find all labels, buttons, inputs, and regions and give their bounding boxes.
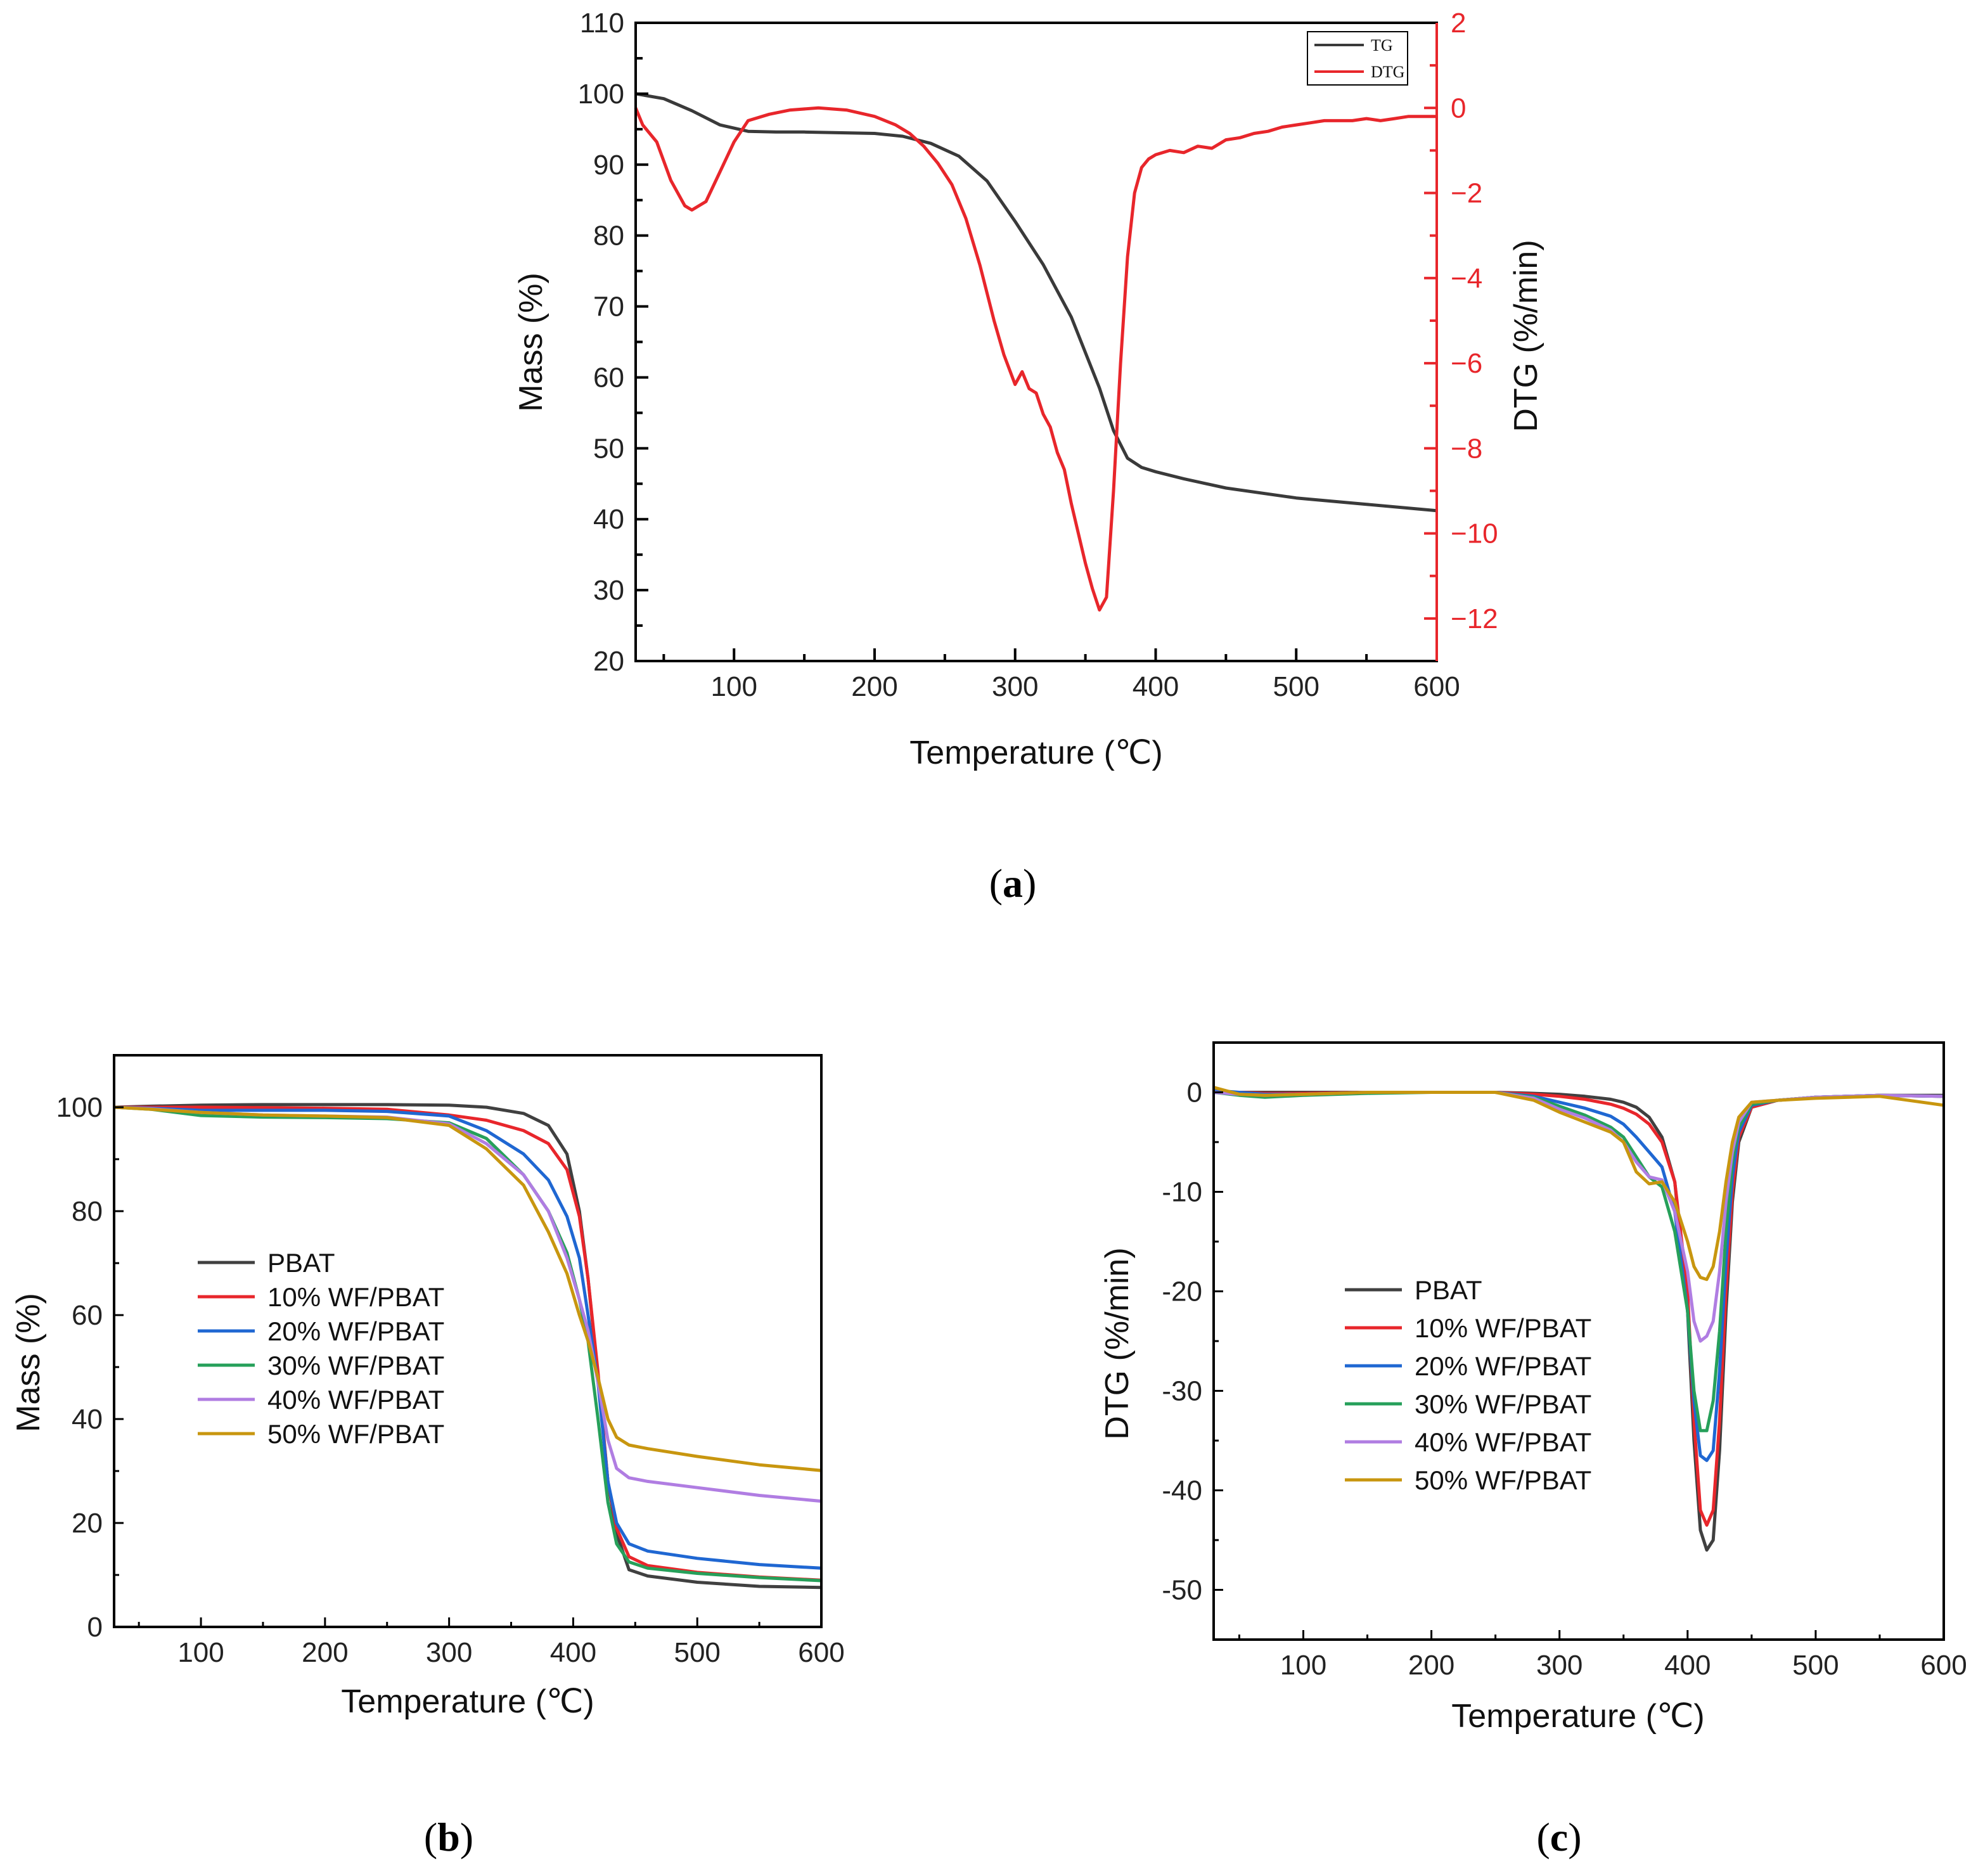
panel-b-x-tick-label: 200 — [302, 1637, 348, 1668]
panel-c-y-tick-label: -30 — [1162, 1376, 1202, 1407]
panel-a-y-tick-label: 20 — [593, 646, 624, 677]
panel-a-y-tick-label: 100 — [578, 79, 624, 110]
panel-c-series-line-40-wf-pbat — [1213, 1091, 1944, 1343]
panel-a-legend-label-dtg: DTG — [1371, 63, 1404, 81]
panel-a-y2-tick-label: −12 — [1451, 603, 1498, 634]
panel-c-y-axis-title: DTG (%/min) — [1099, 1247, 1136, 1439]
panel-a-legend: TG DTG — [1307, 31, 1408, 86]
panel-b-legend-label: 50% WF/PBAT — [267, 1419, 444, 1449]
chart-panel-c: 100 200 300 400 500 600 0 -10 -20 -30 -40 -50 Tempe… — [1099, 1041, 1967, 1860]
panel-c-y-tick-label: 0 — [1187, 1077, 1202, 1108]
panel-c-legend-label: 30% WF/PBAT — [1415, 1389, 1591, 1419]
panel-b-series-line-20-wf-pbat — [113, 1105, 822, 1570]
panel-b-legend-label: 40% WF/PBAT — [267, 1385, 444, 1415]
panel-b-series-lines — [113, 1103, 822, 1590]
panel-b-y-tick-label: 0 — [87, 1612, 103, 1643]
panel-b-x-tick-label: 100 — [177, 1637, 224, 1668]
panel-c-x-tick-label: 600 — [1920, 1650, 1967, 1681]
panel-a-y2-tick-label: 0 — [1451, 93, 1466, 124]
panel-c-x-axis-title: Temperature (℃) — [1451, 1698, 1704, 1735]
panel-a-legend-box — [1307, 31, 1408, 86]
panel-a-y-tick-label: 80 — [593, 221, 624, 252]
panel-a-x-tick-label: 300 — [992, 671, 1038, 702]
panel-a-series-lines — [634, 92, 1437, 612]
panel-b-y-tick-label: 100 — [56, 1092, 103, 1123]
panel-b-legend-label: 20% WF/PBAT — [267, 1316, 444, 1346]
panel-b-legend: PBAT 10% WF/PBAT 20% WF/PBAT 30% WF/PBAT 40%… — [198, 1248, 444, 1449]
panel-b-legend-label: 10% WF/PBAT — [267, 1282, 444, 1312]
panel-b-label: (b) — [424, 1815, 473, 1860]
panel-b-x-tick-label: 600 — [798, 1637, 844, 1668]
panel-a-y-tick-label: 60 — [593, 362, 624, 393]
panel-c-legend: PBAT 10% WF/PBAT 20% WF/PBAT 30% WF/PBAT 40%… — [1345, 1275, 1591, 1495]
panel-c-legend-label: 10% WF/PBAT — [1415, 1313, 1591, 1343]
panel-b-series-line-50-wf-pbat — [113, 1105, 822, 1472]
panel-b-x-axis-title: Temperature (℃) — [341, 1683, 594, 1720]
panel-c-y-tick-label: -20 — [1162, 1276, 1202, 1307]
panel-b-y-axis-title: Mass (%) — [10, 1293, 47, 1432]
panel-b-y-tick-label: 80 — [72, 1196, 103, 1227]
panel-a-y-tick-label: 90 — [593, 150, 624, 181]
panel-b-x-tick-label: 300 — [426, 1637, 472, 1668]
panel-a-y2-tick-label: 2 — [1451, 8, 1466, 39]
panel-b-legend-label: PBAT — [267, 1248, 335, 1278]
panel-c-x-tick-label: 100 — [1280, 1650, 1326, 1681]
panel-c-y-tick-label: -50 — [1162, 1575, 1202, 1606]
panel-a-x-axis-title: Temperature (℃) — [909, 735, 1162, 771]
panel-b-x-tick-label: 500 — [674, 1637, 720, 1668]
panel-b-x-tick-label: 400 — [550, 1637, 596, 1668]
panel-c-series-line-50-wf-pbat — [1213, 1086, 1944, 1282]
panel-a-ticks: 100 200 300 400 500 6002030405060708090100110… — [578, 8, 1498, 702]
panel-c-y-tick-label: -10 — [1162, 1177, 1202, 1208]
chart-panel-b: 100 200 300 400 500 600 0 20 40 60 80 100 Temperatu… — [10, 1054, 845, 1860]
panel-b-legend-label: 30% WF/PBAT — [267, 1351, 444, 1380]
panel-b-series-line-40-wf-pbat — [113, 1105, 822, 1503]
panel-a-y-axis-title: Mass (%) — [513, 273, 549, 412]
panel-a-x-tick-label: 400 — [1133, 671, 1179, 702]
panel-a-y2-tick-label: −10 — [1451, 518, 1498, 549]
panel-a-label: (a) — [989, 861, 1037, 906]
panel-c-label: (c) — [1536, 1815, 1581, 1860]
panel-c-x-tick-label: 200 — [1408, 1650, 1454, 1681]
panel-b-y-tick-label: 60 — [72, 1300, 103, 1331]
panel-c-y-tick-label: -40 — [1162, 1475, 1202, 1507]
panel-a-y-tick-label: 40 — [593, 504, 624, 535]
panel-a-x-tick-label: 100 — [711, 671, 757, 702]
panel-a-legend-label-tg: TG — [1371, 36, 1393, 55]
panel-b-plot-frame — [113, 1054, 823, 1628]
panel-b-series-line-pbat — [113, 1103, 822, 1590]
panel-c-legend-label: 20% WF/PBAT — [1415, 1351, 1591, 1381]
panel-b-y-tick-label: 40 — [72, 1404, 103, 1435]
panel-a-x-tick-label: 200 — [851, 671, 897, 702]
panel-a-y2-tick-label: −2 — [1451, 178, 1482, 209]
panel-c-series-line-10-wf-pbat — [1214, 1091, 1944, 1527]
panel-c-plot-frame — [1212, 1041, 1945, 1641]
panel-c-legend-label: PBAT — [1415, 1275, 1482, 1305]
panel-c-legend-label: 50% WF/PBAT — [1415, 1465, 1591, 1495]
panel-a-y2-tick-label: −4 — [1451, 263, 1482, 294]
panel-c-x-tick-label: 300 — [1536, 1650, 1583, 1681]
panel-a-y-tick-label: 50 — [593, 433, 624, 464]
panel-a-y-tick-label: 30 — [593, 575, 624, 606]
panel-c-x-tick-label: 500 — [1792, 1650, 1839, 1681]
panel-a-y2-tick-label: −8 — [1451, 433, 1482, 464]
panel-a-y-tick-label: 110 — [580, 8, 624, 39]
panel-a-series-line-dtg — [634, 106, 1437, 612]
panel-a-series-line-tg — [635, 92, 1437, 513]
panel-b-y-tick-label: 20 — [72, 1508, 103, 1539]
chart-panel-a: 100 200 300 400 500 6002030405060708090100110… — [513, 8, 1544, 906]
panel-a-x-tick-label: 600 — [1413, 671, 1460, 702]
panel-c-x-tick-label: 400 — [1664, 1650, 1711, 1681]
panel-c-series-lines — [1213, 1086, 1944, 1552]
panel-c-legend-label: 40% WF/PBAT — [1415, 1427, 1591, 1457]
panel-a-y2-tick-label: −6 — [1451, 348, 1482, 379]
panel-b-series-line-30-wf-pbat — [113, 1105, 822, 1583]
panel-a-y2-axis-title: DTG (%/min) — [1508, 240, 1544, 432]
panel-b-series-line-10-wf-pbat — [114, 1105, 822, 1582]
panel-a-y-tick-label: 70 — [593, 292, 624, 323]
panel-a-x-tick-label: 500 — [1273, 671, 1319, 702]
panel-b-ticks: 100 200 300 400 500 600 0 20 40 60 80 100 — [56, 1054, 845, 1668]
